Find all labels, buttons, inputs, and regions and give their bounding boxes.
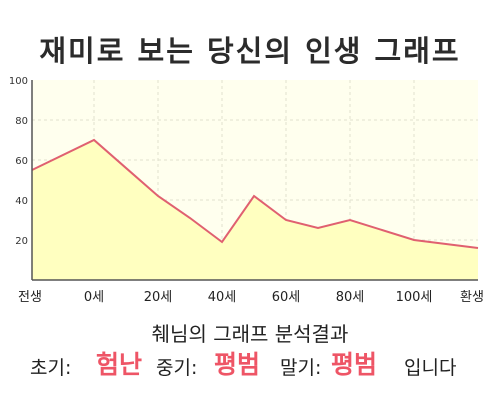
late-label: 말기: (280, 357, 322, 379)
late-value: 평범 (331, 350, 378, 379)
y-tick-label: 80 (15, 116, 28, 127)
result-suffix: 입니다 (404, 357, 457, 379)
y-tick-label: 40 (15, 196, 28, 207)
x-tick-label: 40세 (208, 290, 237, 305)
x-tick-label: 0세 (84, 290, 104, 305)
x-tick-label: 환생 (460, 290, 484, 305)
x-tick-label: 100세 (396, 290, 433, 305)
analysis-heading: 췌님의 그래프 분석결과 (151, 322, 349, 346)
area-fill (32, 140, 478, 280)
x-tick-label: 전생 (18, 290, 42, 305)
y-tick-label: 20 (15, 236, 28, 247)
mid-value: 평범 (214, 350, 261, 379)
x-tick-label: 80세 (336, 290, 365, 305)
early-label: 초기: (30, 357, 72, 379)
early-value: 험난 (96, 350, 143, 379)
x-tick-labels: 전생 0세 20세 40세 60세 80세 100세 환생 (18, 290, 484, 305)
x-tick-label: 20세 (144, 290, 173, 305)
chart-title: 재미로 보는 당신의 인생 그래프 (39, 34, 461, 68)
y-tick-label: 100 (9, 76, 28, 87)
y-tick-labels: 20 40 60 80 100 (9, 76, 28, 247)
analysis-result-line: 초기: 험난 중기: 평범 말기: 평범 입니다 (0, 345, 500, 381)
x-tick-label: 60세 (272, 290, 301, 305)
axes (31, 80, 478, 281)
y-tick-label: 60 (15, 156, 28, 167)
mid-label: 중기: (156, 357, 198, 379)
